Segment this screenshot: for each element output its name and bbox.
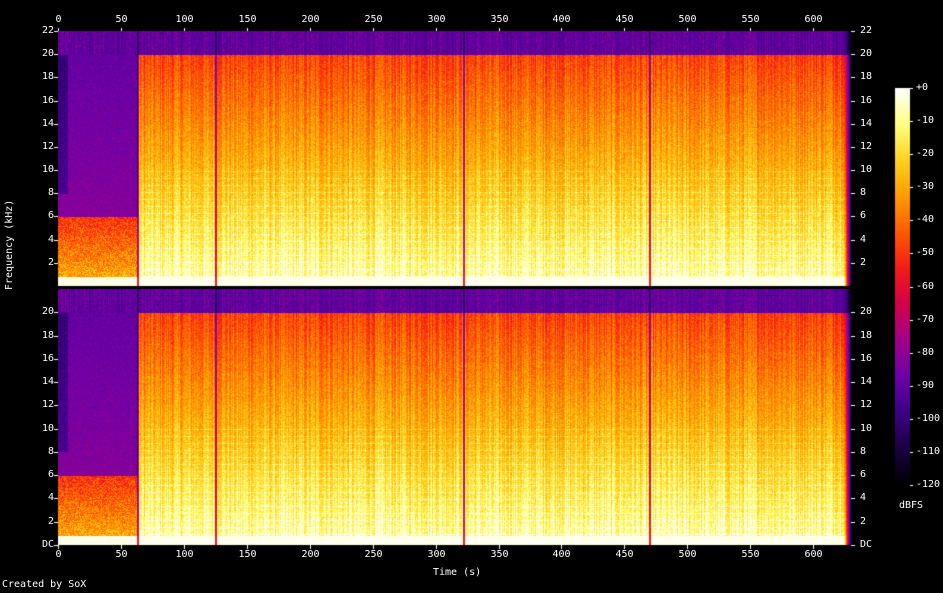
y-tick-label-right-ch2: DC: [860, 538, 873, 550]
x-tick-label-top: 100: [175, 14, 194, 25]
colorbar-tick-label: -10: [916, 114, 935, 126]
x-tick-label-top: 450: [615, 14, 634, 25]
y-tick-label-right-ch2: 20: [860, 305, 873, 317]
y-tick-label-left-ch2: 20: [41, 305, 54, 317]
y-tick-label-left-ch2: 4: [47, 491, 54, 503]
x-tick-label-bottom: 450: [615, 549, 634, 560]
x-tick-label-top: 200: [301, 14, 320, 25]
y-tick-label-right-ch1: 22: [860, 24, 873, 36]
y-tick-label-left-ch2: 14: [41, 375, 54, 387]
colorbar-tick-label: -110: [916, 445, 941, 457]
colorbar-tick-label: -90: [916, 379, 935, 391]
colorbar-tick-label: -80: [916, 346, 935, 358]
y-tick-label-left-ch1: 14: [41, 117, 54, 129]
y-tick-label-left-ch2: 8: [47, 445, 54, 457]
x-tick-label-top: 50: [115, 14, 128, 25]
y-tick-label-right-ch2: 8: [860, 445, 867, 457]
y-tick-label-right-ch2: 12: [860, 398, 873, 410]
y-tick-label-right-ch1: 20: [860, 47, 873, 59]
x-tick-label-bottom: 550: [741, 549, 760, 560]
y-tick-label-left-ch1: 8: [47, 186, 54, 198]
colorbar-tick-label: -40: [916, 213, 935, 225]
y-tick-label-right-ch2: 18: [860, 329, 873, 341]
colorbar-tick-label: -100: [916, 412, 941, 424]
x-tick-label-top: 0: [55, 14, 62, 25]
x-tick-label-bottom: 600: [804, 549, 823, 560]
x-tick-label-bottom: 300: [427, 549, 446, 560]
x-tick-label-bottom: 500: [678, 549, 697, 560]
y-tick-label-right-ch2: 4: [860, 491, 867, 503]
x-tick-label-bottom: 400: [552, 549, 571, 560]
y-tick-label-left-ch1: 20: [41, 47, 54, 59]
x-tick-label-top: 500: [678, 14, 697, 25]
y-tick-label-right-ch1: 2: [860, 256, 867, 268]
x-tick-label-top: 350: [490, 14, 509, 25]
y-tick-label-right-ch1: 8: [860, 186, 867, 198]
colorbar-tick-label: -30: [916, 180, 935, 192]
colorbar-tick-label: -20: [916, 147, 935, 159]
y-tick-label-right-ch2: 16: [860, 352, 873, 364]
y-tick-label-right-ch1: 10: [860, 163, 873, 175]
y-tick-label-left-ch1: 4: [47, 233, 54, 245]
x-tick-label-top: 400: [552, 14, 571, 25]
credit-text: Created by SoX: [2, 579, 87, 590]
y-tick-label-left-ch2: 18: [41, 329, 54, 341]
colorbar-tick-label: -60: [916, 280, 935, 292]
x-tick-label-bottom: 200: [301, 549, 320, 560]
x-tick-label-bottom: 350: [490, 549, 509, 560]
x-tick-label-bottom: 50: [115, 549, 128, 560]
y-tick-label-right-ch1: 4: [860, 233, 867, 245]
colorbar-unit-label: dBFS: [899, 500, 924, 511]
y-tick-label-left-ch2: 2: [47, 515, 54, 527]
x-tick-label-top: 250: [364, 14, 383, 25]
y-tick-label-right-ch1: 14: [860, 117, 873, 129]
x-tick-label-bottom: 0: [55, 549, 62, 560]
x-tick-label-top: 550: [741, 14, 760, 25]
y-tick-label-right-ch1: 6: [860, 209, 867, 221]
y-tick-label-left-ch2: 12: [41, 398, 54, 410]
y-axis-label: Frequency (kHz): [4, 199, 15, 290]
colorbar-tick-label: -70: [916, 313, 935, 325]
y-tick-label-right-ch2: 10: [860, 422, 873, 434]
y-tick-label-right-ch1: 18: [860, 70, 873, 82]
x-tick-label-top: 150: [238, 14, 257, 25]
y-tick-label-left-ch2: 6: [47, 468, 54, 480]
x-tick-label-top: 300: [427, 14, 446, 25]
y-tick-label-left-ch1: 12: [41, 140, 54, 152]
colorbar-tick-label: -50: [916, 246, 935, 258]
y-tick-label-right-ch2: 14: [860, 375, 873, 387]
x-tick-label-bottom: 100: [175, 549, 194, 560]
y-tick-label-left-ch2: DC: [41, 538, 54, 550]
y-tick-label-left-ch1: 6: [47, 209, 54, 221]
y-tick-label-right-ch2: 6: [860, 468, 867, 480]
y-tick-label-left-ch1: 10: [41, 163, 54, 175]
y-tick-label-left-ch1: 18: [41, 70, 54, 82]
y-tick-label-right-ch2: 2: [860, 515, 867, 527]
x-tick-label-bottom: 250: [364, 549, 383, 560]
x-tick-label-bottom: 150: [238, 549, 257, 560]
colorbar-tick-label: +0: [916, 81, 929, 93]
y-tick-label-right-ch1: 16: [860, 94, 873, 106]
y-tick-label-left-ch2: 16: [41, 352, 54, 364]
colorbar-tick-label: -120: [916, 478, 941, 490]
x-tick-label-top: 600: [804, 14, 823, 25]
x-axis-label: Time (s): [433, 567, 482, 578]
y-tick-label-left-ch1: 22: [41, 24, 54, 36]
y-tick-label-left-ch1: 16: [41, 94, 54, 106]
y-tick-label-right-ch1: 12: [860, 140, 873, 152]
y-tick-label-left-ch1: 2: [47, 256, 54, 268]
y-tick-label-left-ch2: 10: [41, 422, 54, 434]
